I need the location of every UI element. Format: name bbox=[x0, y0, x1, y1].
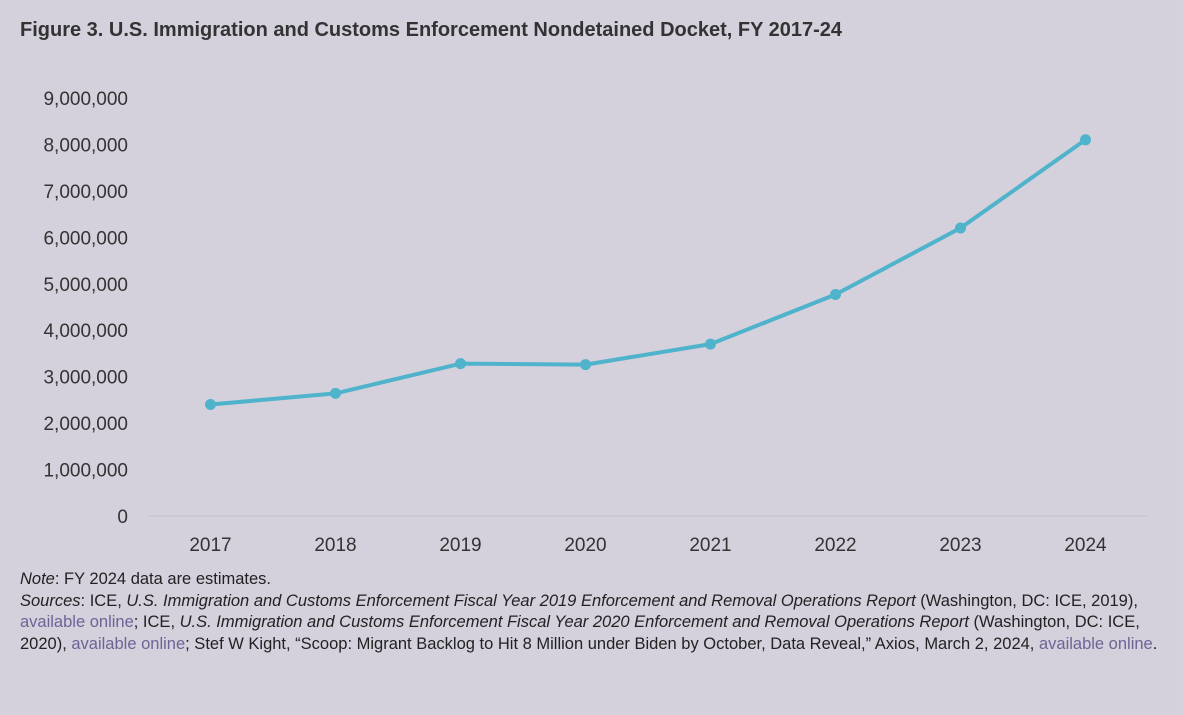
data-point bbox=[205, 399, 216, 411]
data-point bbox=[1080, 134, 1091, 146]
source-link[interactable]: available online bbox=[1038, 634, 1153, 653]
y-tick-label: 0 bbox=[117, 507, 128, 528]
data-point bbox=[705, 338, 716, 350]
x-tick-label: 2023 bbox=[939, 535, 981, 556]
source-link[interactable]: available online bbox=[20, 613, 134, 631]
source-text: (Washington, DC: ICE, 2020), bbox=[20, 613, 1140, 653]
source-report-title: U.S. Immigration and Customs Enforcement… bbox=[126, 591, 916, 610]
y-tick-label: 8,000,000 bbox=[43, 135, 128, 156]
chart-series bbox=[205, 134, 1091, 411]
note-text: : FY 2024 data are estimates. bbox=[54, 570, 272, 588]
data-point bbox=[830, 288, 841, 300]
y-tick-label: 1,000,000 bbox=[43, 461, 128, 482]
x-tick-label: 2017 bbox=[189, 535, 231, 556]
x-tick-label: 2020 bbox=[564, 535, 606, 556]
y-tick-label: 2,000,000 bbox=[43, 414, 128, 435]
source-text: ; ICE, bbox=[133, 613, 180, 631]
sources-label: Sources bbox=[20, 591, 81, 610]
data-point bbox=[455, 358, 466, 370]
x-tick-label: 2019 bbox=[439, 535, 481, 556]
source-report-title: U.S. Immigration and Customs Enforcement… bbox=[179, 613, 969, 631]
y-tick-label: 4,000,000 bbox=[43, 321, 128, 342]
data-point bbox=[330, 387, 341, 399]
data-point bbox=[955, 222, 966, 234]
y-tick-label: 6,000,000 bbox=[43, 228, 128, 249]
y-axis: 0 1,000,000 2,000,000 3,000,000 4,000,000 5,0… bbox=[43, 89, 128, 528]
series-line bbox=[208, 137, 1088, 407]
x-tick-label: 2021 bbox=[689, 535, 731, 556]
chart-notes: Note: FY 2024 data are estimates. Source… bbox=[20, 569, 1170, 655]
y-tick-label: 7,000,000 bbox=[43, 182, 128, 203]
source-text: ; Stef W Kight, “Scoop: Migrant Backlog … bbox=[185, 634, 1039, 653]
source-text: (Washington, DC: ICE, 2019), bbox=[915, 591, 1138, 610]
line-chart: 0 1,000,000 2,000,000 3,000,000 4,000,000 5,0… bbox=[43, 89, 1148, 556]
y-tick-label: 9,000,000 bbox=[43, 89, 128, 110]
x-tick-label: 2018 bbox=[314, 535, 356, 556]
x-axis: 2017 2018 2019 2020 2021 2022 2023 2024 bbox=[148, 515, 1148, 556]
x-tick-label: 2022 bbox=[814, 535, 856, 556]
y-tick-label: 5,000,000 bbox=[43, 275, 128, 296]
figure-title: Figure 3. U.S. Immigration and Customs E… bbox=[20, 19, 843, 41]
source-text: . bbox=[1152, 634, 1158, 653]
source-link[interactable]: available online bbox=[71, 634, 186, 653]
source-text: : ICE, bbox=[80, 591, 127, 610]
note-line: Note: FY 2024 data are estimates. bbox=[20, 569, 1170, 591]
data-point bbox=[580, 359, 591, 371]
sources-line: Sources: ICE, U.S. Immigration and Custo… bbox=[20, 591, 1170, 656]
note-label: Note bbox=[20, 570, 55, 588]
x-tick-label: 2024 bbox=[1064, 535, 1107, 556]
y-tick-label: 3,000,000 bbox=[43, 368, 128, 389]
